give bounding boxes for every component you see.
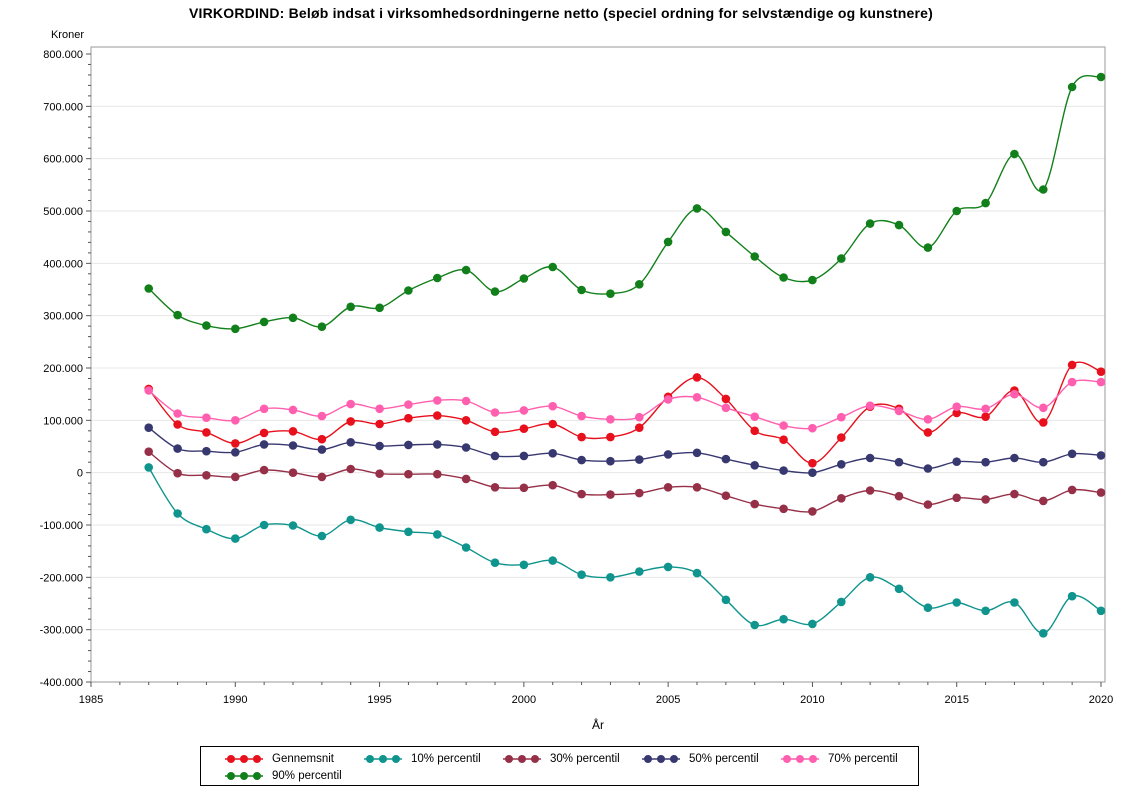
- y-axis: 800.000 700.000 600.000 500.000 400.000 300.0…: [40, 29, 91, 689]
- series-line-p10: [148, 467, 1102, 634]
- legend-marker-icon: [781, 754, 819, 763]
- legend-item-p50: 50% percentil: [639, 750, 778, 767]
- y-tick-label: -300.000: [40, 625, 83, 637]
- series-points-gennemsnit: [144, 360, 1106, 468]
- y-tick-label: 800.000: [43, 49, 83, 61]
- series-points-p90: [144, 72, 1106, 334]
- legend-item-label: 70% percentil: [828, 752, 898, 765]
- x-tick-label: 2020: [1089, 694, 1113, 706]
- x-axis-title: År: [592, 717, 604, 732]
- legend-item-label: 90% percentil: [272, 769, 342, 782]
- y-tick-label: 500.000: [43, 206, 83, 218]
- y-tick-label: 200.000: [43, 363, 83, 375]
- series-line-p70: [148, 379, 1102, 430]
- legend-item-p30: 30% percentil: [500, 750, 639, 767]
- legend-marker-icon: [364, 754, 402, 763]
- y-tick-label: 700.000: [43, 101, 83, 113]
- series-points-p50: [144, 423, 1106, 478]
- legend-item-p70: 70% percentil: [778, 750, 917, 767]
- y-axis-title: Kroner: [51, 29, 84, 41]
- series-line-p30: [148, 451, 1102, 513]
- legend-marker-icon: [503, 754, 541, 763]
- y-tick-label: -100.000: [40, 520, 83, 532]
- legend-item-label: 10% percentil: [411, 752, 481, 765]
- legend-marker-icon: [642, 754, 680, 763]
- legend-box: Gennemsnit 10% percentil 30% percentil 50% …: [200, 746, 919, 786]
- legend-item-gennemsnit: Gennemsnit: [222, 750, 361, 767]
- chart-canvas: 800.000 700.000 600.000 500.000 400.000 300.0…: [40, 29, 1114, 732]
- x-tick-label: 2000: [512, 694, 536, 706]
- x-tick-label: 2005: [656, 694, 680, 706]
- legend-item-label: 30% percentil: [550, 752, 620, 765]
- y-tick-label: 0: [77, 468, 83, 480]
- legend-item-label: 50% percentil: [689, 752, 759, 765]
- gridlines: [91, 105, 1105, 631]
- y-tick-label: 600.000: [43, 154, 83, 166]
- legend-marker-icon: [225, 754, 263, 763]
- legend-marker-icon: [225, 771, 263, 780]
- y-tick-label: 400.000: [43, 258, 83, 270]
- series-line-p50: [148, 427, 1102, 474]
- x-tick-label: 1995: [367, 694, 391, 706]
- x-tick-label: 1985: [79, 694, 103, 706]
- legend-item-label: Gennemsnit: [272, 752, 335, 765]
- legend-item-p90: 90% percentil: [222, 767, 361, 784]
- series-line-gennemsnit: [148, 361, 1102, 464]
- y-tick-label: -200.000: [40, 572, 83, 584]
- series-line-p90: [148, 74, 1102, 330]
- x-tick-label: 2015: [944, 694, 968, 706]
- chart-title: VIRKORDIND: Beløb indsat i virksomhedsor…: [188, 5, 934, 21]
- x-tick-label: 1990: [223, 694, 247, 706]
- x-tick-label: 2010: [800, 694, 824, 706]
- y-tick-label: 100.000: [43, 415, 83, 427]
- legend-item-p10: 10% percentil: [361, 750, 500, 767]
- series-points-p70: [144, 377, 1106, 433]
- series-points-p30: [144, 447, 1106, 516]
- plot-frame: [90, 46, 1106, 683]
- y-tick-label: 300.000: [43, 311, 83, 323]
- x-axis: 1985 1990 1995 2000 2005 2010 2015 2020 År: [79, 682, 1113, 732]
- series-points-p10: [144, 463, 1106, 638]
- y-tick-label: -400.000: [40, 677, 83, 689]
